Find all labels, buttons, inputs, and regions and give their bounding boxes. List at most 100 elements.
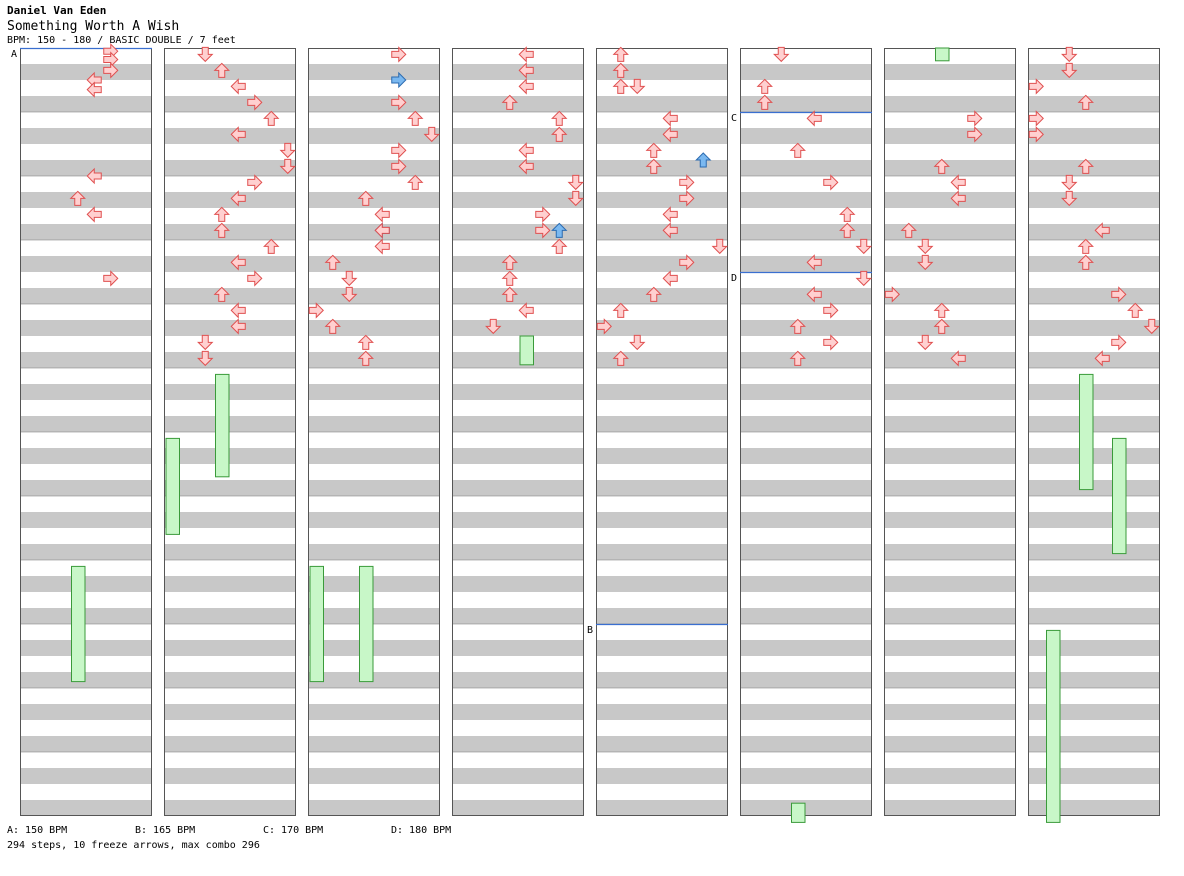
- step-arrow: [933, 158, 950, 174]
- stripe-row: [20, 512, 152, 528]
- step-arrow: [756, 94, 773, 110]
- step-arrow: [247, 94, 263, 111]
- step-arrow: [86, 167, 102, 185]
- step-arrow: [213, 62, 230, 78]
- stripe-row: [596, 576, 728, 592]
- song-title: Something Worth A Wish: [7, 19, 180, 34]
- step-arrow: [679, 254, 695, 271]
- step-arrow: [391, 94, 407, 111]
- stripe-row: [884, 736, 1016, 752]
- step-arrow: [806, 286, 822, 303]
- stripe-row: [164, 352, 296, 368]
- step-arrow-blue: [391, 71, 407, 89]
- stripe-row: [884, 544, 1016, 560]
- stripe-row: [308, 512, 440, 528]
- step-arrow: [357, 350, 374, 366]
- step-arrow: [374, 238, 390, 255]
- stripe-row: [308, 416, 440, 432]
- stripe-row: [308, 704, 440, 720]
- stripe-row: [308, 320, 440, 336]
- stripe-row: [1028, 704, 1160, 720]
- stripe-row: [740, 320, 872, 336]
- stripe-row: [1028, 416, 1160, 432]
- step-arrow: [197, 334, 214, 351]
- stripe-row: [308, 448, 440, 464]
- stripe-row: [884, 608, 1016, 624]
- stripe-row: [164, 288, 296, 304]
- step-stats: 294 steps, 10 freeze arrows, max combo 2…: [7, 840, 260, 851]
- step-arrow: [1143, 318, 1160, 335]
- stripe-row: [596, 704, 728, 720]
- stripe-row: [596, 416, 728, 432]
- step-arrow: [535, 222, 551, 239]
- stripe-row: [596, 480, 728, 496]
- step-arrow: [1077, 254, 1094, 270]
- step-arrow: [711, 238, 728, 255]
- stripe-row: [1028, 384, 1160, 400]
- stripe-row: [596, 288, 728, 304]
- step-arrow: [341, 270, 358, 287]
- step-arrow: [69, 190, 86, 206]
- step-arrow: [773, 46, 790, 63]
- step-arrow: [662, 206, 678, 223]
- stripe-row: [308, 640, 440, 656]
- stripe-row: [884, 800, 1016, 816]
- step-arrow: [279, 142, 296, 159]
- step-arrow: [612, 302, 629, 318]
- step-arrow: [308, 302, 324, 319]
- stripe-row: [596, 640, 728, 656]
- freeze-arrow: [359, 565, 374, 683]
- stripe-row: [596, 64, 728, 80]
- stripe-row: [20, 352, 152, 368]
- step-arrow: [1094, 222, 1110, 239]
- stripe-row: [1028, 192, 1160, 208]
- stripe-row: [1028, 288, 1160, 304]
- stripe-row: [164, 128, 296, 144]
- step-arrow: [230, 302, 246, 319]
- stripe-row: [596, 224, 728, 240]
- stripe-row: [740, 704, 872, 720]
- stripe-row: [452, 288, 584, 304]
- step-arrow: [324, 318, 341, 334]
- stripe-row: [740, 384, 872, 400]
- bpm-legend-c: C: 170 BPM: [263, 825, 324, 836]
- step-arrow: [518, 78, 534, 95]
- stripe-row: [164, 320, 296, 336]
- step-arrow: [662, 270, 678, 287]
- step-arrow: [855, 270, 872, 287]
- stripe-row: [20, 224, 152, 240]
- stripe-row: [20, 544, 152, 560]
- step-arrow: [789, 142, 806, 158]
- stripe-row: [164, 512, 296, 528]
- stripe-row: [596, 384, 728, 400]
- stripe-row: [452, 512, 584, 528]
- stripe-row: [596, 320, 728, 336]
- step-arrow: [551, 238, 568, 254]
- section-marker-label: A: [11, 49, 17, 60]
- stripe-row: [596, 256, 728, 272]
- stripe-row: [1028, 512, 1160, 528]
- step-arrow: [551, 110, 568, 126]
- freeze-arrow: [71, 565, 86, 683]
- stripe-row: [884, 576, 1016, 592]
- stripe-row: [596, 352, 728, 368]
- step-arrow: [518, 142, 534, 159]
- step-arrow: [839, 222, 856, 238]
- step-arrow: [1061, 46, 1078, 63]
- stripe-row: [884, 768, 1016, 784]
- chart-column: [884, 48, 1016, 816]
- stripe-row: [164, 480, 296, 496]
- stripe-row: [452, 64, 584, 80]
- step-arrow: [86, 206, 102, 223]
- step-arrow: [213, 222, 230, 238]
- step-arrow: [645, 158, 662, 174]
- stripe-row: [884, 160, 1016, 176]
- step-arrow: [518, 62, 534, 79]
- artist-name: Daniel Van Eden: [7, 4, 107, 17]
- step-arrow: [374, 222, 390, 239]
- step-arrow: [645, 142, 662, 158]
- stripe-row: [20, 128, 152, 144]
- freeze-arrow: [215, 373, 230, 478]
- stripe-row: [452, 480, 584, 496]
- chart-meta: BPM: 150 - 180 / BASIC DOUBLE / 7 feet: [7, 35, 236, 46]
